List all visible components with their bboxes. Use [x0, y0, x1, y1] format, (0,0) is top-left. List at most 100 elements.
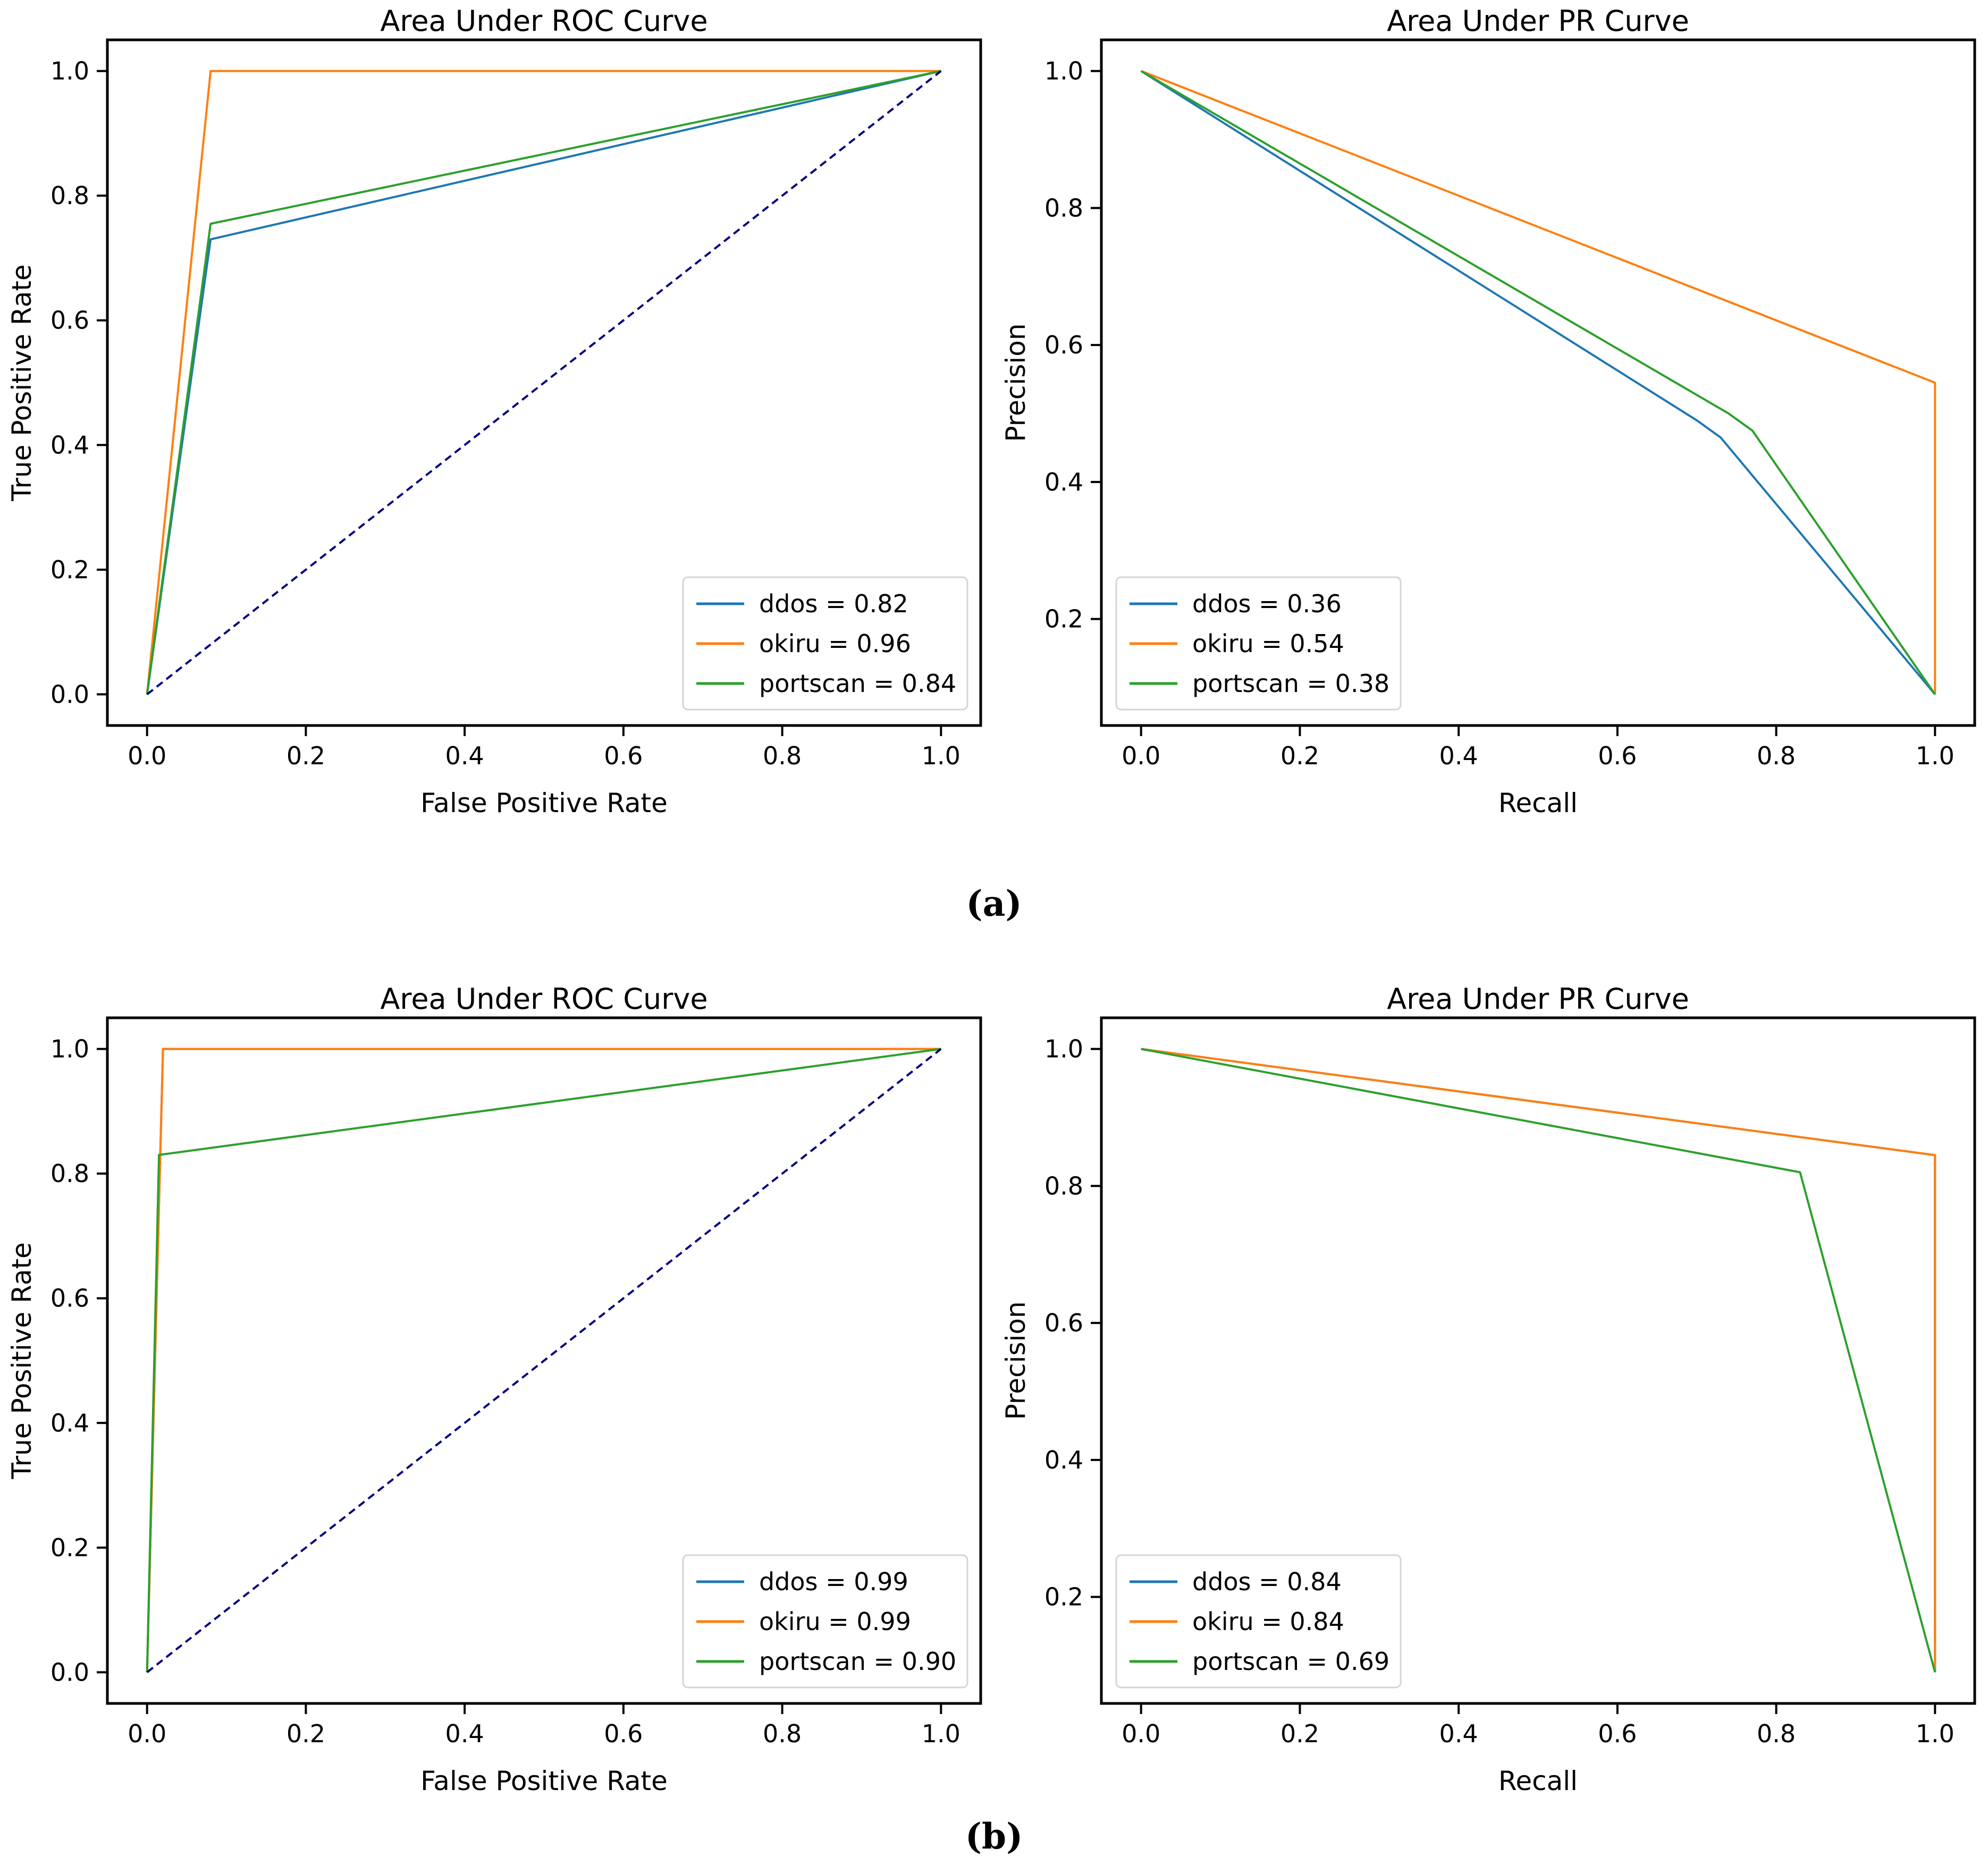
y-tick-label: 0.2 [50, 1533, 89, 1562]
panel-a-row: Area Under ROC Curve 0.0 0.2 0.4 0.6 0.8 1.0 0.… [0, 0, 1988, 829]
y-tick-label: 0.4 [1044, 1446, 1083, 1474]
x-tick-label: 0.6 [604, 741, 643, 770]
legend-label-okiru: okiru = 0.84 [1192, 1607, 1344, 1636]
y-tick-label: 1.0 [1044, 1035, 1083, 1064]
panel-b-row: Area Under ROC Curve 0.0 0.2 0.4 0.6 0.8 1.0 0.… [0, 978, 1988, 1807]
x-tick-label: 0.2 [287, 1719, 325, 1748]
okiru-line [146, 70, 941, 695]
chart-a-pr: Area Under PR Curve 0.0 0.2 0.4 0.6 0.8 1.0 0.2… [994, 0, 1988, 829]
axes-box [1100, 1016, 1976, 1705]
y-tick-label: 0.6 [50, 1284, 89, 1313]
chart-title: Area Under ROC Curve [380, 982, 707, 1016]
x-axis-label: False Positive Rate [420, 1766, 668, 1796]
x-tick-label: 0.2 [1281, 1719, 1319, 1748]
chance-line [146, 70, 942, 695]
y-tick-label: 0.6 [50, 306, 89, 335]
x-tick-label: 0.8 [763, 1719, 802, 1748]
y-tick-label: 0.8 [1044, 1171, 1083, 1200]
y-tick-label: 1.0 [1044, 57, 1083, 86]
chart-svg: Area Under ROC Curve 0.0 0.2 0.4 0.6 0.8 1.0 0.… [6, 4, 982, 818]
y-axis-label: Precision [1000, 323, 1031, 442]
axes-box [106, 38, 982, 727]
chart-title: Area Under ROC Curve [380, 4, 707, 38]
y-axis-label: Precision [1000, 1301, 1031, 1420]
y-tick-label: 0.2 [50, 555, 89, 584]
y-axis-label: True Positive Rate [6, 264, 37, 501]
x-tick-label: 0.0 [128, 741, 166, 770]
x-tick-label: 0.6 [1598, 741, 1637, 770]
x-tick-label: 0.6 [1598, 1719, 1637, 1748]
x-tick-label: 0.4 [445, 1719, 484, 1748]
okiru-line [1141, 1048, 1936, 1673]
y-tick-label: 0.8 [50, 181, 89, 210]
y-axis-label: True Positive Rate [6, 1242, 37, 1479]
chart-a-roc: Area Under ROC Curve 0.0 0.2 0.4 0.6 0.8 1.0 0.… [0, 0, 994, 829]
ddos-line [1140, 70, 1936, 695]
okiru-line [1140, 70, 1936, 695]
legend-label-portscan: portscan = 0.84 [759, 669, 956, 698]
legend-box [1115, 1554, 1402, 1689]
legend-label-okiru: okiru = 0.54 [1192, 629, 1344, 658]
chance-line [146, 1048, 942, 1673]
portscan-line [1140, 70, 1936, 695]
chart-title: Area Under PR Curve [1387, 982, 1689, 1016]
legend: ddos = 0.99 okiru = 0.99 portscan = 0.90 [682, 1554, 968, 1689]
legend: ddos = 0.84 okiru = 0.84 portscan = 0.69 [1115, 1554, 1402, 1689]
x-axis-label: Recall [1498, 1766, 1578, 1796]
portscan-line [146, 70, 941, 695]
x-axis-label: False Positive Rate [420, 788, 668, 818]
y-tick-label: 0.0 [50, 1658, 89, 1686]
legend-label-okiru: okiru = 0.99 [759, 1607, 911, 1636]
panel-a-label: (a) [966, 883, 1022, 924]
x-tick-label: 1.0 [922, 1719, 961, 1748]
x-tick-label: 0.2 [287, 741, 325, 770]
x-tick-label: 0.4 [1439, 1719, 1478, 1748]
y-tick-label: 0.0 [50, 680, 89, 708]
legend-label-okiru: okiru = 0.96 [759, 629, 911, 658]
y-tick-label: 0.2 [1044, 1583, 1083, 1611]
y-tick-label: 0.4 [50, 431, 89, 459]
y-tick-label: 0.6 [1044, 331, 1083, 359]
chart-svg: Area Under PR Curve 0.0 0.2 0.4 0.6 0.8 1.0 0.2… [1000, 982, 1976, 1796]
legend-label-portscan: portscan = 0.90 [759, 1647, 956, 1676]
legend: ddos = 0.82 okiru = 0.96 portscan = 0.84 [682, 576, 968, 711]
chart-svg: Area Under PR Curve 0.0 0.2 0.4 0.6 0.8 1.0 0.2… [1000, 4, 1976, 818]
axes-box [106, 1016, 982, 1705]
x-tick-label: 1.0 [922, 741, 961, 770]
portscan-line [146, 1048, 941, 1673]
legend-label-portscan: portscan = 0.69 [1192, 1647, 1389, 1676]
x-axis-label: Recall [1498, 788, 1578, 818]
x-tick-label: 1.0 [1916, 1719, 1955, 1748]
legend-box [1115, 576, 1402, 711]
legend-box [682, 576, 968, 711]
x-tick-label: 0.2 [1281, 741, 1319, 770]
x-tick-label: 0.0 [1122, 741, 1160, 770]
axes-box [1100, 38, 1976, 727]
legend-label-portscan: portscan = 0.38 [1192, 669, 1389, 698]
legend-box [682, 1554, 968, 1689]
legend-label-ddos: ddos = 0.82 [759, 589, 908, 618]
y-tick-label: 0.2 [1044, 605, 1083, 634]
y-tick-label: 0.8 [1044, 193, 1083, 222]
x-tick-label: 0.8 [1757, 1719, 1796, 1748]
chart-b-roc: Area Under ROC Curve 0.0 0.2 0.4 0.6 0.8 1.0 0.… [0, 978, 994, 1807]
x-tick-label: 0.0 [1122, 1719, 1160, 1748]
chart-svg: Area Under ROC Curve 0.0 0.2 0.4 0.6 0.8 1.0 0.… [6, 982, 982, 1796]
portscan-line [1141, 1048, 1936, 1673]
x-tick-label: 0.0 [128, 1719, 166, 1748]
y-tick-label: 0.8 [50, 1159, 89, 1188]
x-tick-label: 0.6 [604, 1719, 643, 1748]
y-tick-label: 0.4 [1044, 468, 1083, 496]
panel-b-label: (b) [965, 1815, 1023, 1857]
legend-label-ddos: ddos = 0.36 [1192, 589, 1342, 618]
x-tick-label: 0.8 [763, 741, 802, 770]
legend-label-ddos: ddos = 0.99 [759, 1567, 908, 1596]
y-tick-label: 1.0 [50, 1035, 89, 1064]
legend-label-ddos: ddos = 0.84 [1192, 1567, 1342, 1596]
chart-title: Area Under PR Curve [1387, 4, 1689, 38]
x-tick-label: 1.0 [1916, 741, 1955, 770]
x-tick-label: 0.4 [445, 741, 484, 770]
legend: ddos = 0.36 okiru = 0.54 portscan = 0.38 [1115, 576, 1402, 711]
x-tick-label: 0.8 [1757, 741, 1796, 770]
